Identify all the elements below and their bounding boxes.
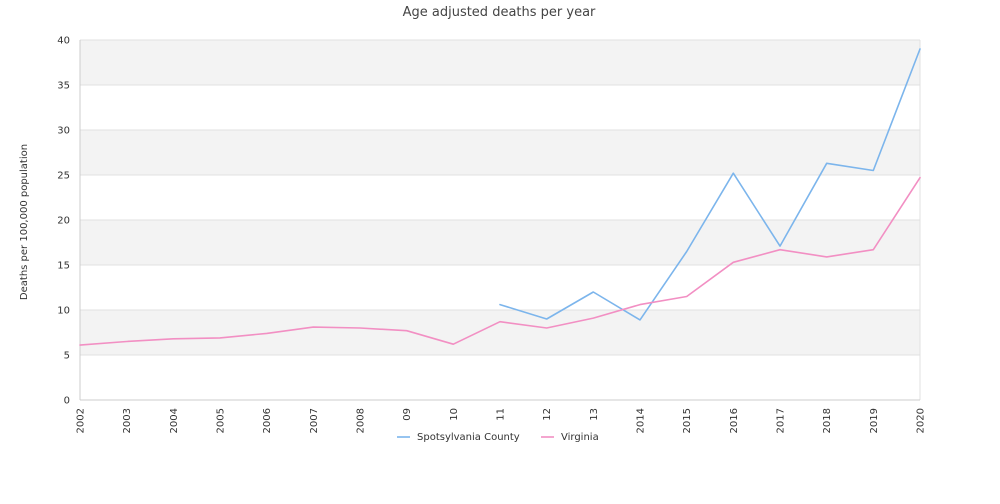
x-tick-label: 2018 <box>822 408 833 433</box>
x-tick-label: 2004 <box>169 408 180 433</box>
y-tick-label: 5 <box>64 351 70 362</box>
y-tick-label: 20 <box>57 216 70 227</box>
x-tick-label: 12 <box>542 408 553 421</box>
y-tick-label: 10 <box>57 306 70 317</box>
x-tick-label: 13 <box>589 408 600 421</box>
y-tick-label: 25 <box>57 171 70 182</box>
axes <box>79 40 921 401</box>
x-tick-label: 2008 <box>356 408 367 433</box>
x-tick-label: 2015 <box>682 408 693 433</box>
grid-lines <box>80 39 920 401</box>
grid-band <box>80 130 920 175</box>
legend-item[interactable]: Virginia <box>541 432 599 443</box>
y-tick-label: 0 <box>64 396 70 407</box>
y-axis-title: Deaths per 100,000 population <box>19 144 30 300</box>
x-tick-label: 2017 <box>776 408 787 433</box>
chart-title: Age adjusted deaths per year <box>403 5 596 20</box>
x-tick-label: 2003 <box>122 408 133 433</box>
y-tick-label: 40 <box>57 36 70 47</box>
legend-label: Virginia <box>561 432 599 443</box>
x-tick-label: 2014 <box>636 408 647 433</box>
x-tick-label: 10 <box>449 408 460 421</box>
y-tick-label: 30 <box>57 126 70 137</box>
grid-band <box>80 310 920 355</box>
x-tick-label: 2016 <box>729 408 740 433</box>
series-line-1 <box>499 48 921 321</box>
x-tick-label: 2002 <box>76 408 87 433</box>
x-tick-label: 2007 <box>309 408 320 433</box>
grid-band <box>80 40 920 85</box>
x-tick-label: 2006 <box>262 408 273 433</box>
x-tick-label: 2019 <box>869 408 880 433</box>
y-tick-label: 15 <box>57 261 70 272</box>
x-tick-label: 2020 <box>916 408 927 433</box>
x-tick-label: 09 <box>402 408 413 421</box>
legend-label: Spotsylvania County <box>417 432 520 443</box>
y-axis-ticks: 0 5 10 15 20 25 30 35 40 <box>57 36 70 407</box>
y-tick-label: 35 <box>57 81 70 92</box>
legend[interactable]: Spotsylvania County Virginia <box>397 432 599 443</box>
x-tick-label: 2005 <box>216 408 227 433</box>
series-lines <box>79 48 921 346</box>
x-tick-label: 11 <box>496 408 507 421</box>
grid-bands <box>80 40 920 355</box>
legend-item[interactable]: Spotsylvania County <box>397 432 520 443</box>
series-line-2 <box>79 176 921 346</box>
grid-band <box>80 220 920 265</box>
x-axis-ticks: 2002 2003 2004 2005 2006 2007 2008 09 10 11 12 13 20… <box>76 408 927 433</box>
